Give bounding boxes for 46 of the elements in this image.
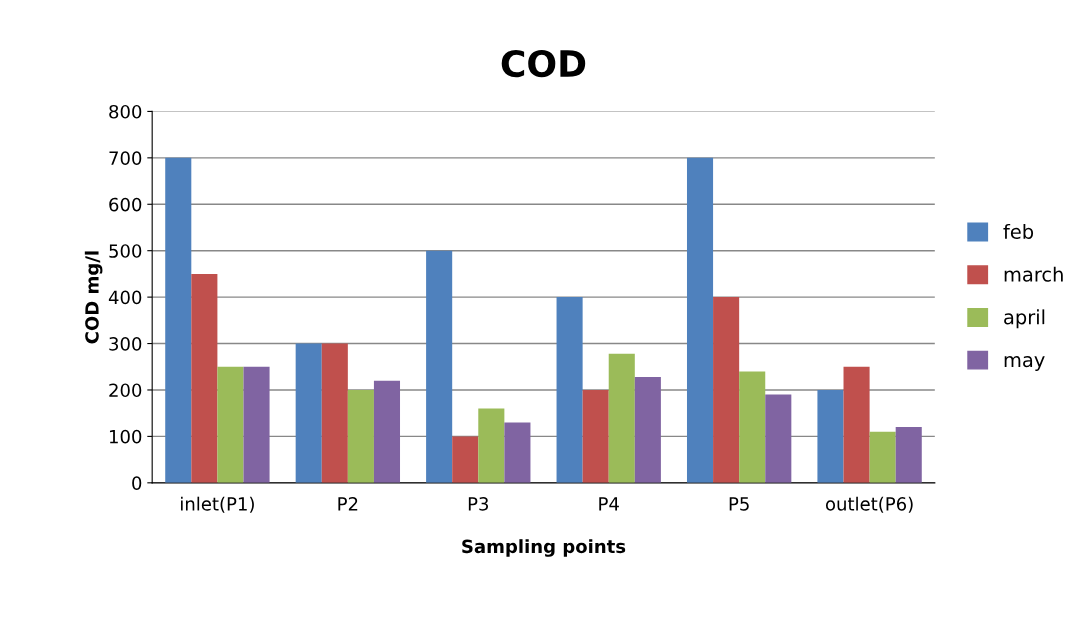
bar (295, 343, 322, 483)
y-tick-label: 100 (109, 429, 142, 444)
bar (582, 389, 609, 483)
bar (713, 297, 740, 483)
bar (869, 431, 896, 483)
legend-label: march (1004, 266, 1063, 282)
bar (165, 157, 192, 483)
x-tick-label: inlet(P1) (181, 496, 254, 513)
bar (347, 389, 374, 483)
bar (895, 427, 922, 483)
x-axis-title: Sampling points (462, 539, 626, 557)
y-tick-label: 200 (109, 383, 142, 398)
legend-label: feb (1003, 223, 1034, 239)
bar (608, 353, 635, 483)
bar (373, 380, 401, 483)
bar (321, 343, 348, 483)
bar (217, 366, 244, 483)
y-tick-label: 600 (109, 197, 142, 212)
bar (478, 408, 505, 483)
y-tick-label: 300 (109, 337, 142, 351)
x-tick-label: P4 (599, 497, 619, 511)
x-tick-label: P3 (468, 497, 489, 511)
y-tick-label: 400 (108, 290, 142, 305)
bar (739, 371, 766, 483)
bar (817, 389, 844, 483)
legend-label: may (1004, 356, 1045, 371)
bar (634, 376, 661, 483)
legend-label: april (1004, 309, 1045, 329)
y-tick-label: 700 (109, 151, 142, 165)
chart-title: COD (501, 49, 586, 78)
bar (843, 366, 870, 483)
y-tick-label: 0 (132, 476, 142, 490)
bar (504, 422, 531, 483)
x-tick-label: P2 (338, 497, 358, 511)
x-tick-label: P5 (729, 497, 749, 511)
x-tick-label: outlet(P6) (825, 496, 913, 513)
bar (765, 394, 792, 483)
bar (452, 436, 479, 483)
y-axis-title: COD mg/l (84, 251, 103, 344)
bar (686, 157, 714, 483)
y-tick-label: 500 (109, 244, 142, 258)
y-tick-label: 800 (109, 104, 142, 119)
bar (426, 250, 453, 483)
bar (556, 297, 583, 483)
bar (191, 273, 218, 483)
bar (243, 366, 270, 483)
